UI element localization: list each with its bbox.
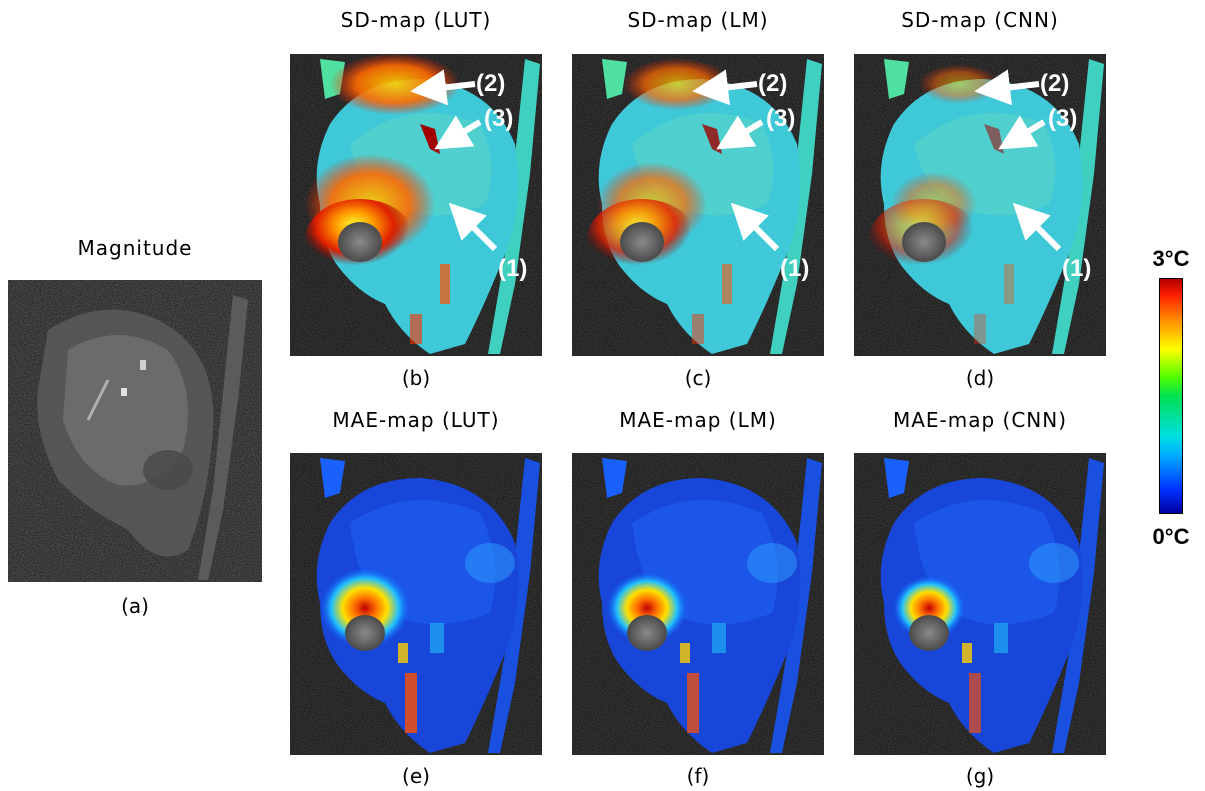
- sd-map-lm-title: SD-map (LM): [627, 8, 769, 32]
- mae-map-lut-image: [290, 453, 542, 755]
- mae-map-cnn-image: [854, 453, 1106, 755]
- arrow-label-2: (2): [758, 70, 787, 97]
- mae-map-lm-image: [572, 453, 824, 755]
- magnitude-title: Magnitude: [77, 236, 193, 260]
- arrow-label-1: (1): [780, 255, 809, 282]
- sd-map-lut-image: (2) (3) (1): [290, 54, 542, 356]
- mae-map-lm-title: MAE-map (LM): [619, 408, 777, 432]
- arrow-label-2: (2): [476, 70, 505, 97]
- caption-e: (e): [402, 764, 430, 788]
- caption-d: (d): [965, 366, 995, 390]
- sd-map-cnn-title: SD-map (CNN): [901, 8, 1059, 32]
- magnitude-image: [8, 280, 262, 582]
- caption-f: (f): [686, 764, 710, 788]
- caption-a: (a): [121, 594, 149, 618]
- arrow-label-3: (3): [484, 105, 513, 132]
- caption-c: (c): [684, 366, 712, 390]
- arrow-label-1: (1): [498, 255, 527, 282]
- colorbar: [1159, 278, 1183, 514]
- colorbar-max-label: 3°C: [1152, 246, 1190, 271]
- caption-b: (b): [401, 366, 431, 390]
- mae-map-lut-title: MAE-map (LUT): [332, 408, 500, 432]
- arrow-label-1: (1): [1062, 255, 1091, 282]
- arrow-label-2: (2): [1040, 70, 1069, 97]
- sd-map-lut-title: SD-map (LUT): [340, 8, 492, 32]
- arrow-label-3: (3): [1048, 105, 1077, 132]
- sd-map-cnn-image: (2) (3) (1): [854, 54, 1106, 356]
- caption-g: (g): [965, 764, 995, 788]
- sd-map-lm-image: (2) (3) (1): [572, 54, 824, 356]
- arrow-label-3: (3): [766, 105, 795, 132]
- mae-map-cnn-title: MAE-map (CNN): [892, 408, 1068, 432]
- colorbar-min-label: 0°C: [1152, 524, 1190, 549]
